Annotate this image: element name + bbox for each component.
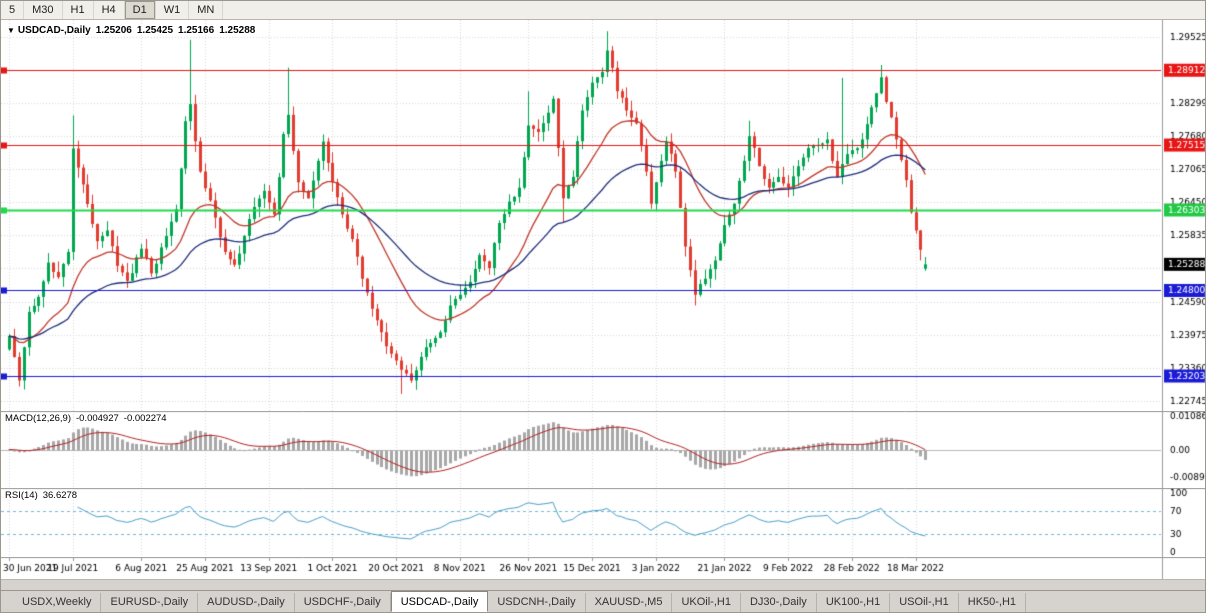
date-axis bbox=[1, 557, 1205, 579]
status-strip bbox=[1, 579, 1205, 592]
bottom-tab-8[interactable]: UKOil-,H1 bbox=[672, 593, 741, 612]
macd-main-value: -0.004927 bbox=[76, 413, 119, 424]
macd-label: MACD(12,26,9) -0.004927 -0.002274 bbox=[5, 413, 172, 424]
rsi-name: RSI(14) bbox=[5, 490, 38, 501]
bottom-tab-6[interactable]: USDCNH-,Daily bbox=[488, 593, 586, 612]
timeframe-button-h4[interactable]: H4 bbox=[94, 1, 125, 19]
bottom-tab-3[interactable]: AUDUSD-,Daily bbox=[198, 593, 295, 612]
bottom-tab-10[interactable]: UK100-,H1 bbox=[817, 593, 891, 612]
chart-dropdown-icon[interactable]: ▼ bbox=[7, 26, 15, 35]
bottom-tab-9[interactable]: DJ30-,Daily bbox=[741, 593, 817, 612]
timeframe-button-w1[interactable]: W1 bbox=[156, 1, 190, 19]
bottom-tab-4[interactable]: USDCHF-,Daily bbox=[295, 593, 391, 612]
main-price-chart[interactable] bbox=[1, 20, 1205, 411]
timeframe-button-m30[interactable]: M30 bbox=[24, 1, 63, 19]
rsi-indicator-panel[interactable] bbox=[1, 488, 1205, 557]
ohlc-high: 1.25425 bbox=[136, 25, 174, 36]
rsi-label: RSI(14) 36.6278 bbox=[5, 490, 82, 501]
timeframe-button-mn[interactable]: MN bbox=[189, 1, 224, 19]
ohlc-close: 1.25288 bbox=[219, 25, 256, 36]
macd-name: MACD(12,26,9) bbox=[5, 413, 71, 424]
chart-ohlc-header: ▼ USDCAD-,Daily 1.25206 1.25425 1.25166 1.252… bbox=[7, 25, 260, 36]
timeframe-toolbar: 5 M30 H1 H4 D1 W1 MN bbox=[1, 1, 1205, 20]
bottom-tab-5[interactable]: USDCAD-,Daily bbox=[390, 591, 489, 612]
ohlc-open: 1.25206 bbox=[95, 25, 132, 36]
macd-signal-value: -0.002274 bbox=[123, 413, 167, 424]
ohlc-low: 1.25166 bbox=[178, 25, 215, 36]
bottom-tab-1[interactable]: USDX,Weekly bbox=[13, 593, 102, 612]
timeframe-button-d1[interactable]: D1 bbox=[124, 1, 156, 19]
bottom-tab-2[interactable]: EURUSD-,Daily bbox=[101, 593, 199, 612]
bottom-tab-12[interactable]: HK50-,H1 bbox=[959, 593, 1027, 612]
timeframe-button-h1[interactable]: H1 bbox=[63, 1, 94, 19]
macd-indicator-panel[interactable] bbox=[1, 411, 1205, 488]
bottom-tab-7[interactable]: XAUUSD-,M5 bbox=[586, 593, 673, 612]
timeframe-button-5[interactable]: 5 bbox=[1, 1, 25, 19]
bottom-tab-11[interactable]: USOil-,H1 bbox=[890, 593, 959, 612]
bottom-tabs: USDX,Weekly EURUSD-,Daily AUDUSD-,Daily USD… bbox=[1, 590, 1205, 612]
rsi-value: 36.6278 bbox=[42, 490, 78, 501]
chart-symbol-label: USDCAD-,Daily bbox=[17, 25, 91, 36]
